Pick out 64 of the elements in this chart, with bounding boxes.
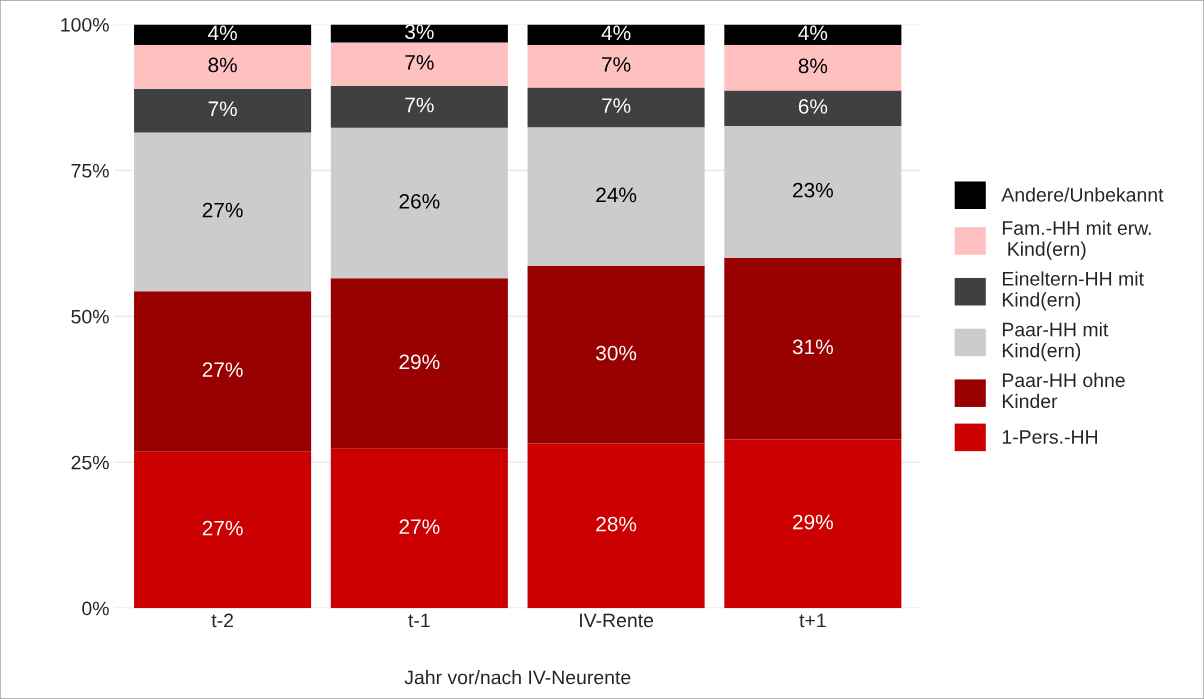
data-label: 4% <box>798 25 828 41</box>
bar <box>724 24 902 45</box>
bar <box>134 24 312 45</box>
data-label: 28% <box>596 516 637 532</box>
bar <box>527 44 705 88</box>
legend-label: Paar-HH mit Kind(ern) <box>1002 322 1109 362</box>
data-label: 8% <box>798 58 828 74</box>
bar <box>527 443 705 609</box>
x-tick-label: t+1 <box>799 613 826 628</box>
legend-label: 1-Pers.-HH <box>1002 430 1098 444</box>
bar <box>330 127 508 279</box>
data-label: 26% <box>399 193 440 209</box>
data-label: 31% <box>792 339 833 355</box>
bar <box>724 257 902 440</box>
y-tick-label: 25% <box>71 455 109 470</box>
x-tick-label: t-2 <box>211 613 233 628</box>
y-tick-label: 0% <box>82 601 109 616</box>
data-label: 7% <box>602 98 631 113</box>
data-label: 7% <box>405 97 434 113</box>
y-tick-label: 100% <box>61 17 109 32</box>
bar <box>724 126 902 258</box>
legend-label: Fam.-HH mit erw. Kind(ern) <box>1002 220 1151 260</box>
data-label: 27% <box>202 202 243 218</box>
bar <box>330 24 508 43</box>
x-tick-label: t-1 <box>408 613 430 628</box>
bar <box>527 127 705 267</box>
data-label: 6% <box>798 99 828 114</box>
bar <box>134 451 312 609</box>
bar <box>134 44 312 89</box>
bar <box>724 90 902 127</box>
bar <box>134 291 312 452</box>
y-tick-label: 75% <box>71 163 109 178</box>
bar <box>724 439 902 609</box>
data-label: 3% <box>405 24 434 40</box>
data-label: 4% <box>601 25 631 41</box>
data-label: 27% <box>202 362 243 377</box>
bar <box>330 278 508 449</box>
legend-label: Eineltern-HH mit Kind(ern) <box>1002 271 1144 311</box>
bar <box>527 24 705 45</box>
data-label: 23% <box>793 182 833 198</box>
data-label: 30% <box>596 345 637 361</box>
x-axis-title: Jahr vor/nach IV-Neurente <box>404 670 631 685</box>
bar <box>330 85 508 128</box>
data-label: 27% <box>399 519 440 534</box>
data-label: 7% <box>208 101 237 117</box>
y-tick-label: 50% <box>71 309 109 324</box>
data-label: 27% <box>202 520 243 536</box>
legend-label: Andere/Unbekannt <box>1001 187 1164 202</box>
data-label: 24% <box>596 187 637 203</box>
bar <box>134 132 312 292</box>
bar <box>724 44 902 91</box>
data-label: 8% <box>208 57 237 73</box>
legend-label: Paar-HH ohne Kinder <box>1002 372 1125 409</box>
bar <box>330 42 508 86</box>
data-label: 7% <box>405 55 434 70</box>
bar <box>330 448 508 609</box>
x-tick-label: IV-Rente <box>580 613 654 628</box>
bar <box>134 88 312 133</box>
bar <box>527 266 705 444</box>
data-label: 29% <box>399 354 440 370</box>
data-label: 7% <box>602 57 631 72</box>
data-label: 4% <box>208 25 237 41</box>
data-label: 29% <box>793 514 833 530</box>
bar <box>527 87 705 128</box>
